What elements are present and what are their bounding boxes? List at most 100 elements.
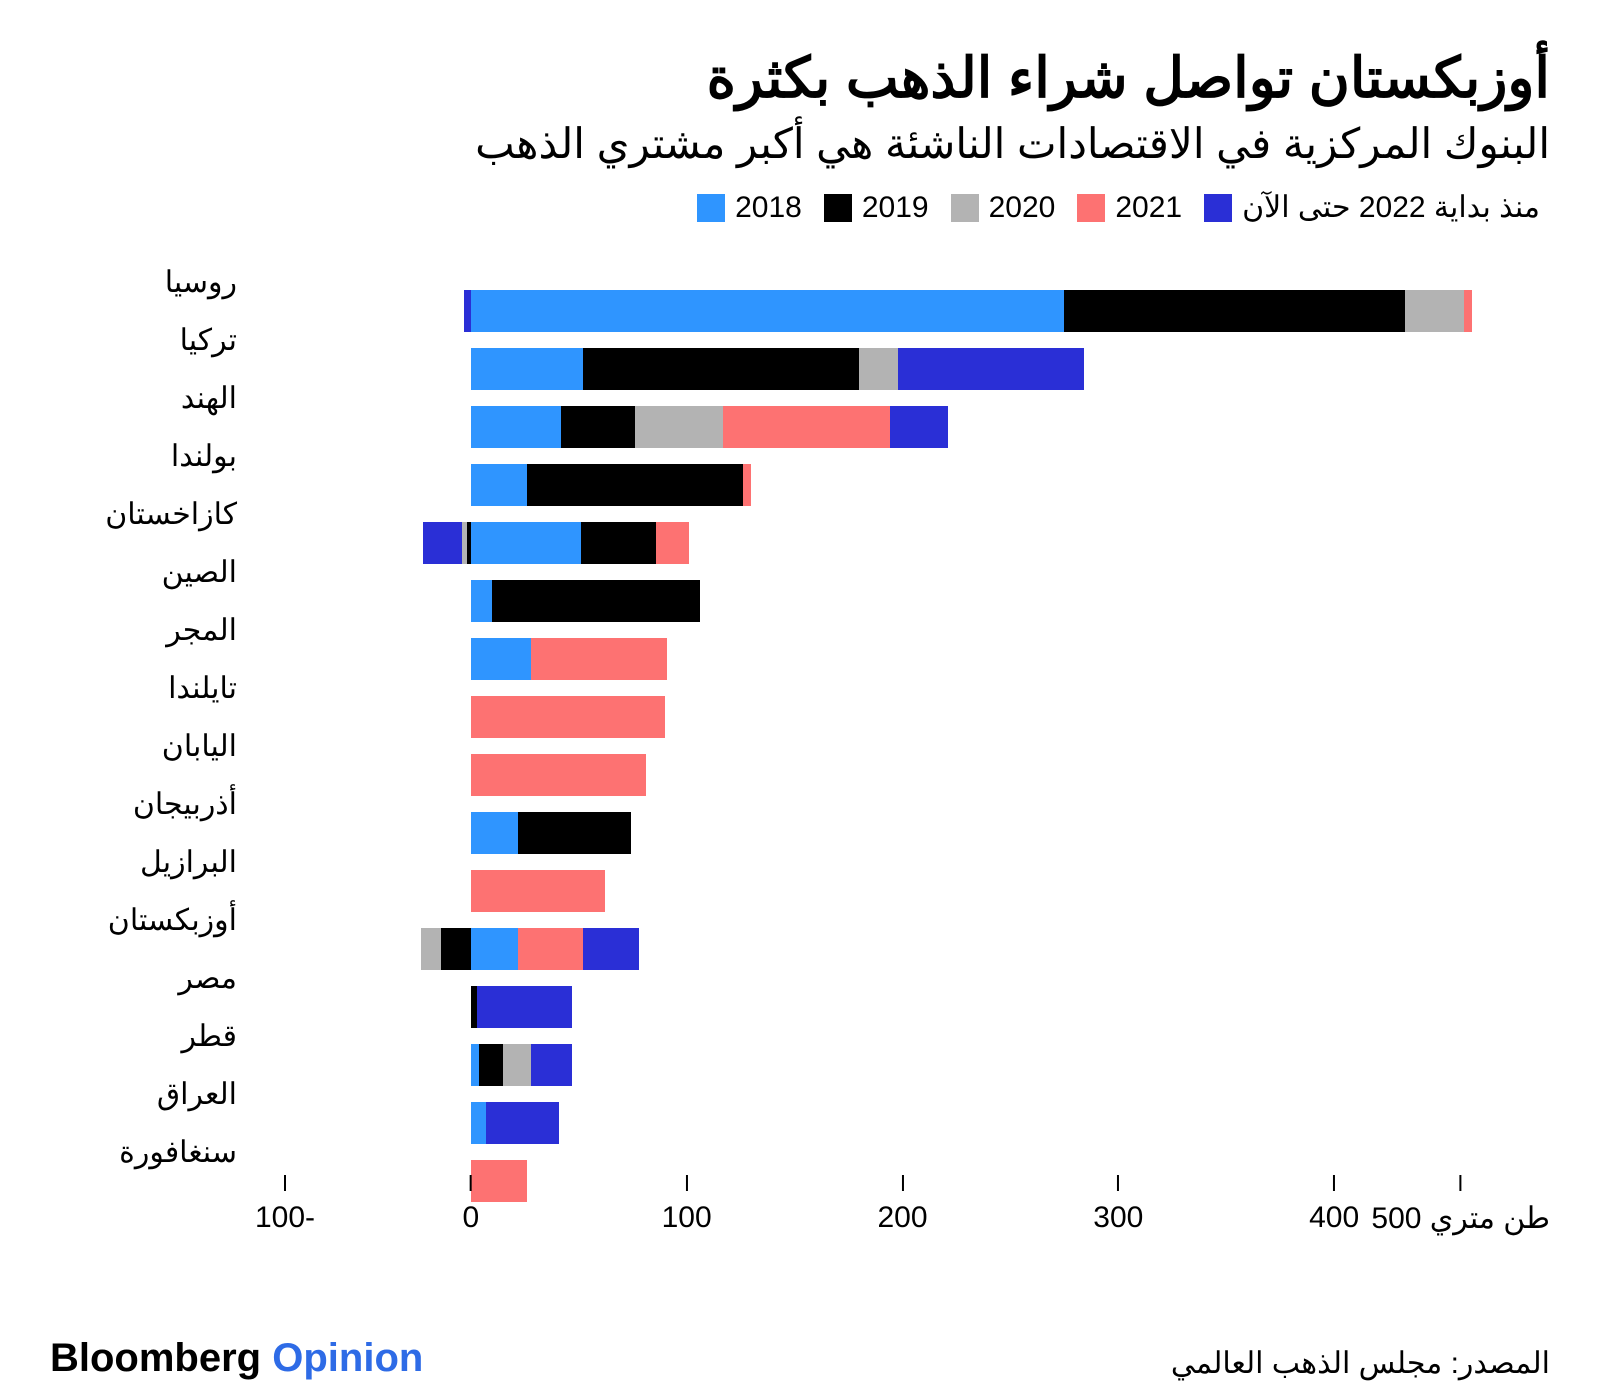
table-row: سنغافورة — [50, 1123, 1550, 1181]
bar-segment — [503, 1044, 531, 1086]
tick-mark — [470, 1175, 472, 1191]
tick-mark — [1117, 1175, 1119, 1191]
legend-label: 2018 — [735, 191, 802, 225]
bar-positive — [471, 812, 631, 854]
bar-segment — [656, 522, 688, 564]
bar-segment — [583, 928, 639, 970]
bar-segment — [471, 464, 527, 506]
bar-segment — [583, 348, 859, 390]
bar-positive — [471, 696, 665, 738]
bar-segment — [635, 406, 723, 448]
row-label: مصر — [50, 961, 255, 996]
tick-mark — [686, 1175, 688, 1191]
bar-segment — [467, 522, 471, 564]
legend-swatch — [951, 194, 979, 222]
legend-item: 2020 — [951, 190, 1056, 225]
bar-positive — [471, 754, 646, 796]
bar-positive — [471, 870, 605, 912]
legend-label: 2019 — [862, 191, 929, 225]
bar-segment — [471, 870, 605, 912]
bar-segment — [471, 812, 518, 854]
table-row: العراق — [50, 1065, 1550, 1123]
bar-positive — [471, 464, 752, 506]
row-label: المجر — [50, 613, 255, 648]
bar-segment — [1064, 290, 1405, 332]
legend-item: منذ بداية 2022 حتى الآن — [1204, 190, 1540, 225]
bar-segment — [471, 1102, 486, 1144]
row-label: أذربيجان — [50, 787, 255, 822]
brand-sub: Opinion — [272, 1336, 423, 1380]
bar-segment — [421, 928, 440, 970]
legend-item: 2021 — [1077, 190, 1182, 225]
table-row: البرازيل — [50, 833, 1550, 891]
bar-positive — [471, 522, 689, 564]
axis-tick: 200 — [877, 1201, 927, 1235]
row-label: الهند — [50, 381, 255, 416]
bar-positive — [471, 290, 1472, 332]
row-label: تركيا — [50, 323, 255, 358]
table-row: قطر — [50, 1007, 1550, 1065]
bar-segment — [471, 928, 518, 970]
row-label: تايلندا — [50, 671, 255, 706]
bar-positive — [471, 928, 639, 970]
tick-label: 300 — [1093, 1201, 1143, 1235]
bar-segment — [471, 1044, 480, 1086]
x-axis: 100-0100200300400500 طن متري — [50, 1201, 1550, 1251]
bar-positive — [471, 1160, 527, 1202]
tick-mark — [284, 1175, 286, 1191]
bar-segment — [527, 464, 743, 506]
bar-segment — [518, 812, 630, 854]
bar-negative — [421, 928, 471, 970]
axis-tick: 100 — [662, 1201, 712, 1235]
footer: Bloomberg Opinion المصدر: مجلس الذهب الع… — [50, 1336, 1550, 1381]
brand: Bloomberg Opinion — [50, 1336, 423, 1381]
bar-segment — [471, 1160, 527, 1202]
table-row: اليابان — [50, 717, 1550, 775]
bar-positive — [471, 580, 700, 622]
bar-segment — [859, 348, 898, 390]
table-row: المجر — [50, 601, 1550, 659]
row-label: روسيا — [50, 265, 255, 300]
axis-tick: 100- — [255, 1201, 315, 1235]
bar-segment — [471, 348, 583, 390]
bar-segment — [743, 464, 752, 506]
bar-segment — [890, 406, 948, 448]
bar-positive — [471, 986, 572, 1028]
bar-segment — [581, 522, 657, 564]
bar-segment — [492, 580, 699, 622]
row-label: بولندا — [50, 439, 255, 474]
bar-segment — [898, 348, 1084, 390]
table-row: أذربيجان — [50, 775, 1550, 833]
row-label: أوزبكستان — [50, 903, 255, 938]
legend-label: 2021 — [1115, 191, 1182, 225]
bar-positive — [471, 1044, 572, 1086]
source-text: المصدر: مجلس الذهب العالمي — [1171, 1346, 1550, 1381]
bar-segment — [561, 406, 634, 448]
legend-label: منذ بداية 2022 حتى الآن — [1242, 190, 1540, 225]
axis-tick: 400 — [1309, 1201, 1359, 1235]
legend-item: 2018 — [697, 190, 802, 225]
bar-segment — [531, 638, 667, 680]
tick-label: 100- — [255, 1201, 315, 1235]
row-label: قطر — [50, 1019, 255, 1054]
bar-segment — [471, 638, 531, 680]
bar-negative — [464, 290, 470, 332]
row-label: البرازيل — [50, 845, 255, 880]
row-label: كازاخستان — [50, 497, 255, 532]
tick-mark — [1460, 1175, 1462, 1191]
bar-segment — [1464, 290, 1473, 332]
bar-positive — [471, 1102, 559, 1144]
chart-area: روسياتركياالهندبولنداكازاخستانالصينالمجر… — [50, 253, 1550, 1251]
brand-main: Bloomberg — [50, 1336, 261, 1380]
bar-segment — [518, 928, 583, 970]
bar-segment — [471, 580, 493, 622]
table-row: تايلندا — [50, 659, 1550, 717]
row-label: اليابان — [50, 729, 255, 764]
legend-swatch — [1077, 194, 1105, 222]
bar-segment — [471, 522, 581, 564]
legend-label: 2020 — [989, 191, 1056, 225]
axis-tick: 300 — [1093, 1201, 1143, 1235]
bar-negative — [423, 522, 470, 564]
chart-subtitle: البنوك المركزية في الاقتصادات الناشئة هي… — [50, 119, 1550, 168]
bar-segment — [471, 290, 1065, 332]
